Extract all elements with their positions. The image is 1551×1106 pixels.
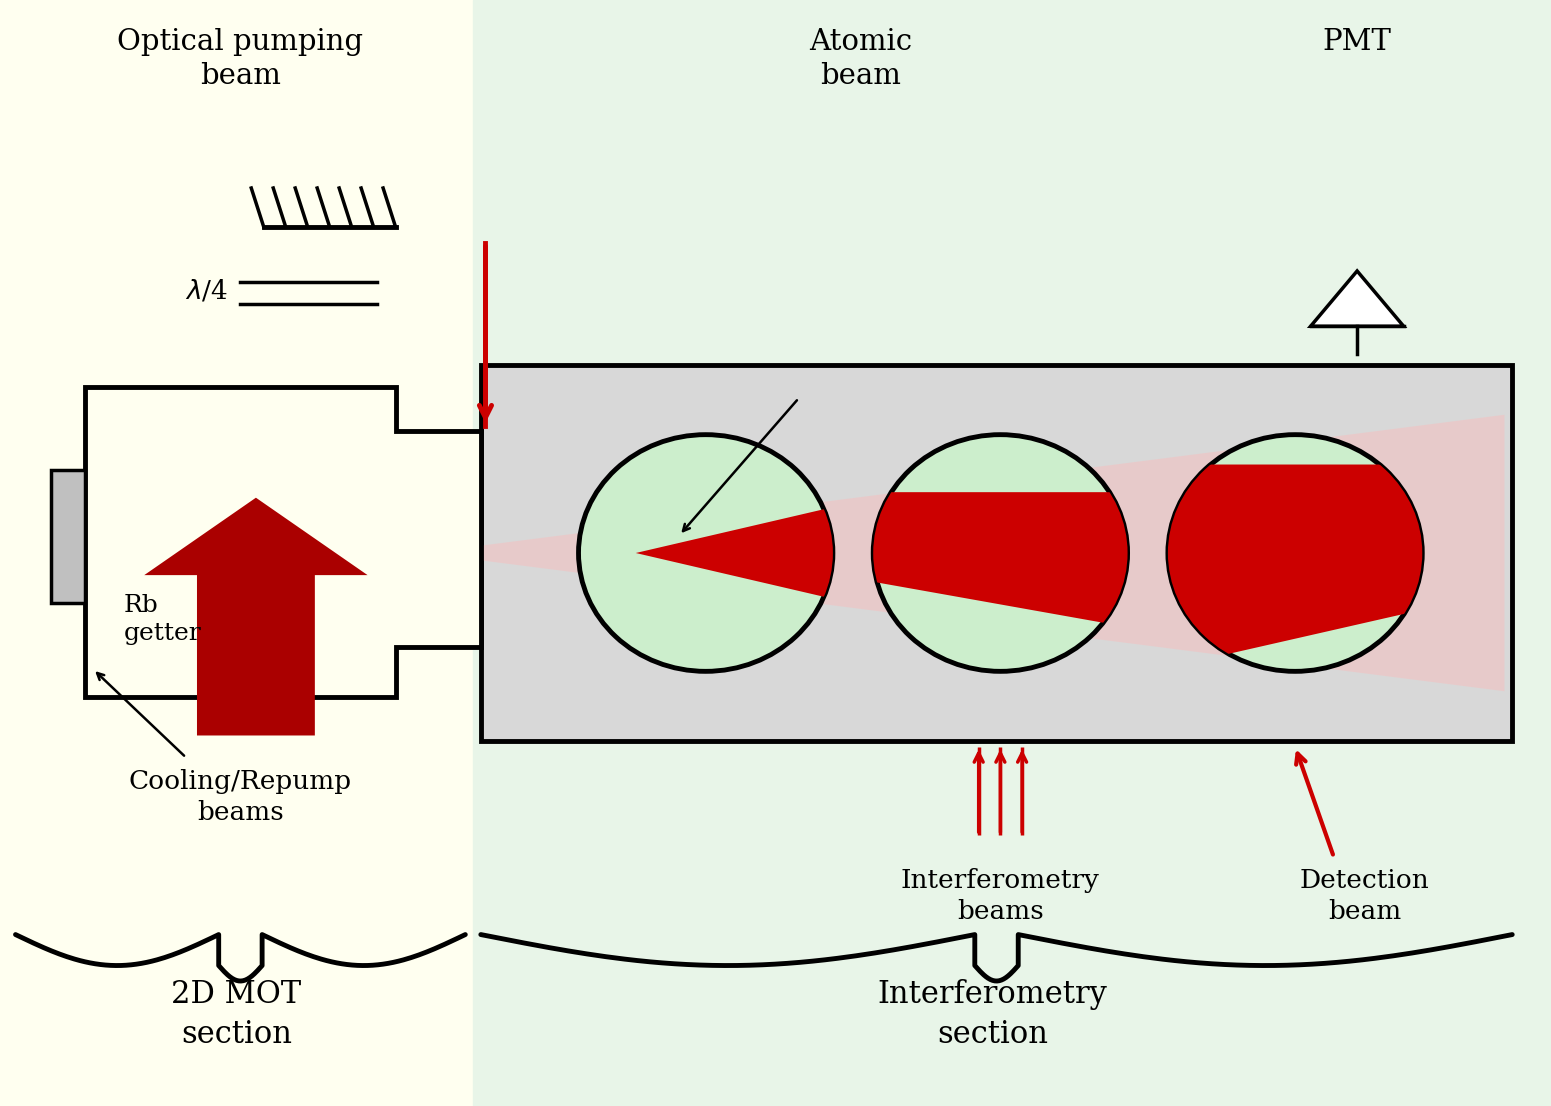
Bar: [481, 365, 1512, 741]
Text: Rb
getter: Rb getter: [124, 594, 202, 645]
Polygon shape: [144, 498, 368, 735]
Bar: [51, 470, 85, 603]
Bar: [473, 0, 1551, 1106]
Text: Optical pumping
beam: Optical pumping beam: [118, 28, 363, 91]
Text: Interferometry
beams: Interferometry beams: [901, 868, 1100, 925]
Polygon shape: [1162, 465, 1428, 669]
Text: Atomic
beam: Atomic beam: [810, 28, 912, 91]
Ellipse shape: [873, 435, 1128, 671]
Ellipse shape: [1168, 435, 1422, 671]
Polygon shape: [867, 492, 1134, 628]
Text: Cooling/Repump
beams: Cooling/Repump beams: [129, 769, 352, 825]
Polygon shape: [1311, 271, 1404, 326]
Text: Interferometry
section: Interferometry section: [878, 979, 1107, 1051]
Bar: [0, 0, 473, 1106]
Text: Detection
beam: Detection beam: [1300, 868, 1430, 925]
Polygon shape: [484, 415, 1504, 691]
Text: $\lambda$/4: $\lambda$/4: [185, 278, 228, 304]
Polygon shape: [636, 507, 836, 599]
Ellipse shape: [579, 435, 833, 671]
Text: 2D MOT
section: 2D MOT section: [172, 979, 301, 1051]
Text: PMT: PMT: [1323, 28, 1391, 55]
Polygon shape: [85, 387, 481, 697]
